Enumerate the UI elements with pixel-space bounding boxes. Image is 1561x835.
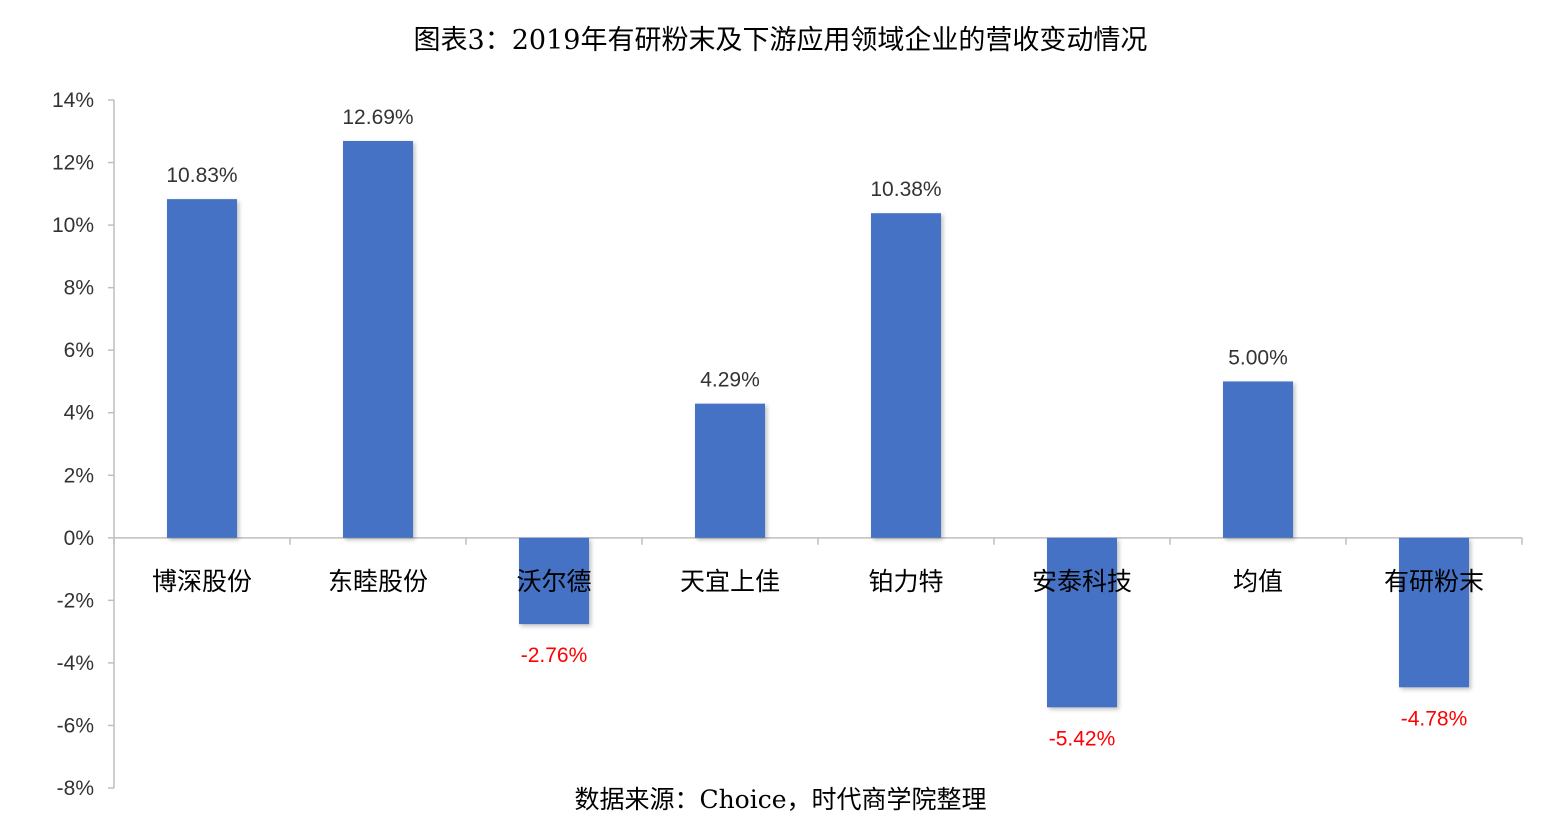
y-tick-label: 2% <box>64 464 94 487</box>
category-label: 东睦股份 <box>328 567 428 596</box>
bar <box>343 140 413 538</box>
chart-title: 图表3：2019年有研粉末及下游应用领域企业的营收变动情况 <box>413 25 1148 56</box>
y-tick-label: -6% <box>57 714 94 737</box>
bar <box>1399 537 1469 688</box>
y-tick-label: 4% <box>64 402 94 425</box>
axes: 14% 12% 10% 8% 6% 4% 2% 0% -2% -4% -6% -8% <box>52 89 1523 800</box>
category-label: 有研粉末 <box>1384 567 1484 596</box>
data-label: 10.38% <box>870 178 941 201</box>
data-label: -4.78% <box>1401 707 1468 730</box>
category-label: 均值 <box>1233 567 1283 596</box>
bar <box>871 213 941 538</box>
data-label: 10.83% <box>166 164 237 187</box>
data-label: 4.29% <box>700 369 760 392</box>
bar <box>695 403 765 538</box>
y-tick-label: -4% <box>57 652 94 675</box>
category-label: 沃尔德 <box>516 567 591 596</box>
bar <box>519 537 589 625</box>
bar <box>1047 537 1117 708</box>
category-label: 天宜上佳 <box>680 567 780 596</box>
y-tick-label: -8% <box>57 777 94 800</box>
y-tick-label: -2% <box>57 589 94 612</box>
bars <box>167 140 1469 708</box>
y-tick-label: 12% <box>52 152 94 175</box>
data-label: 5.00% <box>1228 346 1288 369</box>
category-label: 铂力特 <box>868 567 943 596</box>
y-tick-label: 8% <box>64 277 94 300</box>
data-label: -5.42% <box>1049 727 1116 750</box>
y-tick-label: 14% <box>52 89 94 112</box>
y-tick-label: 10% <box>52 214 94 237</box>
category-label: 博深股份 <box>152 567 252 596</box>
y-tick-label: 6% <box>64 339 94 362</box>
y-tick-label: 0% <box>64 527 94 550</box>
bar <box>1223 381 1293 538</box>
data-label: 12.69% <box>342 106 413 129</box>
bar <box>167 199 237 538</box>
chart-source-note: 数据来源：Choice，时代商学院整理 <box>574 785 987 814</box>
category-label: 安泰科技 <box>1032 567 1132 596</box>
data-label: -2.76% <box>521 644 588 667</box>
labels: 博深股份 东睦股份 沃尔德 天宜上佳 铂力特 安泰科技 均值 有研粉末 10.83% 12.69%… <box>152 106 1484 750</box>
